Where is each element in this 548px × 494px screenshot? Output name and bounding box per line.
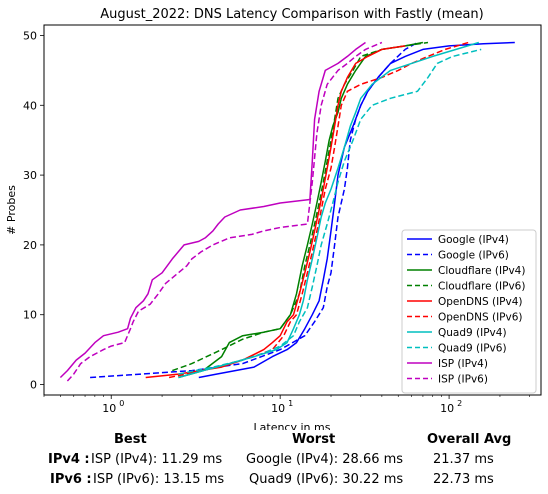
ipv6-best: ISP (IPv6): 13.15 ms <box>93 472 225 487</box>
ipv4-best: ISP (IPv4): 11.29 ms <box>91 452 223 467</box>
ipv4-avg: 21.37 ms <box>433 452 494 467</box>
x-tick-exponent-2: 2 <box>457 399 462 408</box>
ipv4-row-label: IPv4 : <box>48 452 90 467</box>
legend-label-7: Quad9 (IPv6) <box>438 343 507 355</box>
worst-header: Worst <box>292 432 336 447</box>
ipv6-row-label: IPv6 : <box>50 472 92 487</box>
legend-box <box>401 229 537 394</box>
y-axis-label: # Probes <box>5 185 18 235</box>
chart-title: August_2022: DNS Latency Comparison with… <box>100 7 483 22</box>
series-line-4 <box>145 45 406 379</box>
ipv6-avg: 22.73 ms <box>433 472 494 487</box>
x-tick-label-1: 10 <box>271 402 285 415</box>
x-tick-exponent-0: 0 <box>119 399 124 408</box>
plot-frame <box>43 24 542 396</box>
series-line-5 <box>168 41 469 379</box>
x-tick-label-2: 10 <box>440 402 454 415</box>
overall-avg-header: Overall Avg <box>427 432 512 447</box>
series-line-2 <box>178 41 424 379</box>
y-tick-label-3: 30 <box>23 169 37 182</box>
series-line-1 <box>90 41 418 379</box>
best-header: Best <box>114 432 147 447</box>
y-axis: 0 10 20 30 40 50 <box>23 29 44 392</box>
series-line-9 <box>66 41 383 382</box>
legend-label-0: Google (IPv4) <box>438 234 509 246</box>
x-tick-exponent-1: 1 <box>288 399 293 408</box>
summary-table: Best Worst Overall Avg IPv4 : ISP (IPv4)… <box>0 430 548 494</box>
x-axis: 10 0 10 1 10 2 <box>43 395 530 415</box>
legend-label-5: OpenDNS (IPv6) <box>438 312 523 324</box>
legend-label-4: OpenDNS (IPv4) <box>438 296 523 308</box>
series-line-8 <box>59 41 366 379</box>
legend-label-2: Cloudflare (IPv4) <box>438 265 525 277</box>
plot-lines <box>59 41 515 382</box>
series-line-0 <box>198 41 515 379</box>
latency-chart: August_2022: DNS Latency Comparison with… <box>5 7 542 430</box>
ipv6-worst: Quad9 (IPv6): 30.22 ms <box>249 472 404 487</box>
y-tick-label-1: 10 <box>23 309 37 322</box>
y-tick-label-0: 0 <box>30 379 37 392</box>
x-axis-label: Latency in ms <box>254 421 331 430</box>
legend-label-1: Google (IPv6) <box>438 250 509 262</box>
legend-label-6: Quad9 (IPv4) <box>438 327 507 339</box>
y-tick-label-5: 50 <box>23 29 37 42</box>
legend-label-8: ISP (IPv4) <box>438 358 488 370</box>
x-tick-label-0: 10 <box>102 402 116 415</box>
legend-label-3: Cloudflare (IPv6) <box>438 281 525 293</box>
legend-label-9: ISP (IPv6) <box>438 374 488 386</box>
ipv4-worst: Google (IPv4): 28.66 ms <box>246 452 404 467</box>
series-line-3 <box>172 41 429 372</box>
legend: Google (IPv4) Google (IPv6) Cloudflare (IP… <box>401 229 537 394</box>
series-line-6 <box>178 41 480 379</box>
y-tick-label-4: 40 <box>23 99 37 112</box>
y-tick-label-2: 20 <box>23 239 37 252</box>
series-line-7 <box>178 48 482 375</box>
